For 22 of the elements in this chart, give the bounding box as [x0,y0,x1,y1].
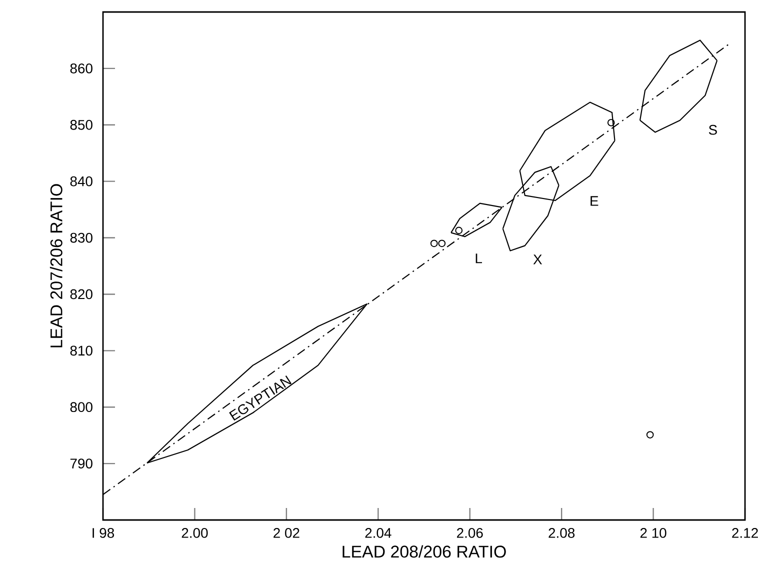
annotation: S [708,124,717,135]
y-tick-label: 860 [70,63,92,74]
text: 2.00 [182,528,208,538]
y-tick-label: 840 [70,176,92,186]
x-axis-title: LEAD 208/206 RATIO [342,545,506,558]
y-tick-label: 800 [70,402,92,412]
annotation: E [590,196,598,206]
y-tick-label: 810 [70,346,92,356]
x-tick-label: 2 10 [640,528,666,538]
annotation: L [476,254,482,264]
x-tick-label: I 98 [92,528,114,538]
y-tick-label: 790 [70,458,92,468]
y-tick-label: 820 [70,289,92,300]
x-tick-label: 2.08 [548,528,575,538]
y-tick-label: 830 [70,232,92,243]
x-tick-label: 2.04 [365,528,392,538]
x-tick-label: 2 02 [274,528,300,538]
annotation: X [533,254,542,264]
y-tick-label: 850 [70,120,92,130]
y-axis-title: LEAD 207/206 RATIO [50,184,62,348]
x-tick-label: 2.06 [456,528,483,538]
x-tick-label: 2.12 [732,528,758,538]
